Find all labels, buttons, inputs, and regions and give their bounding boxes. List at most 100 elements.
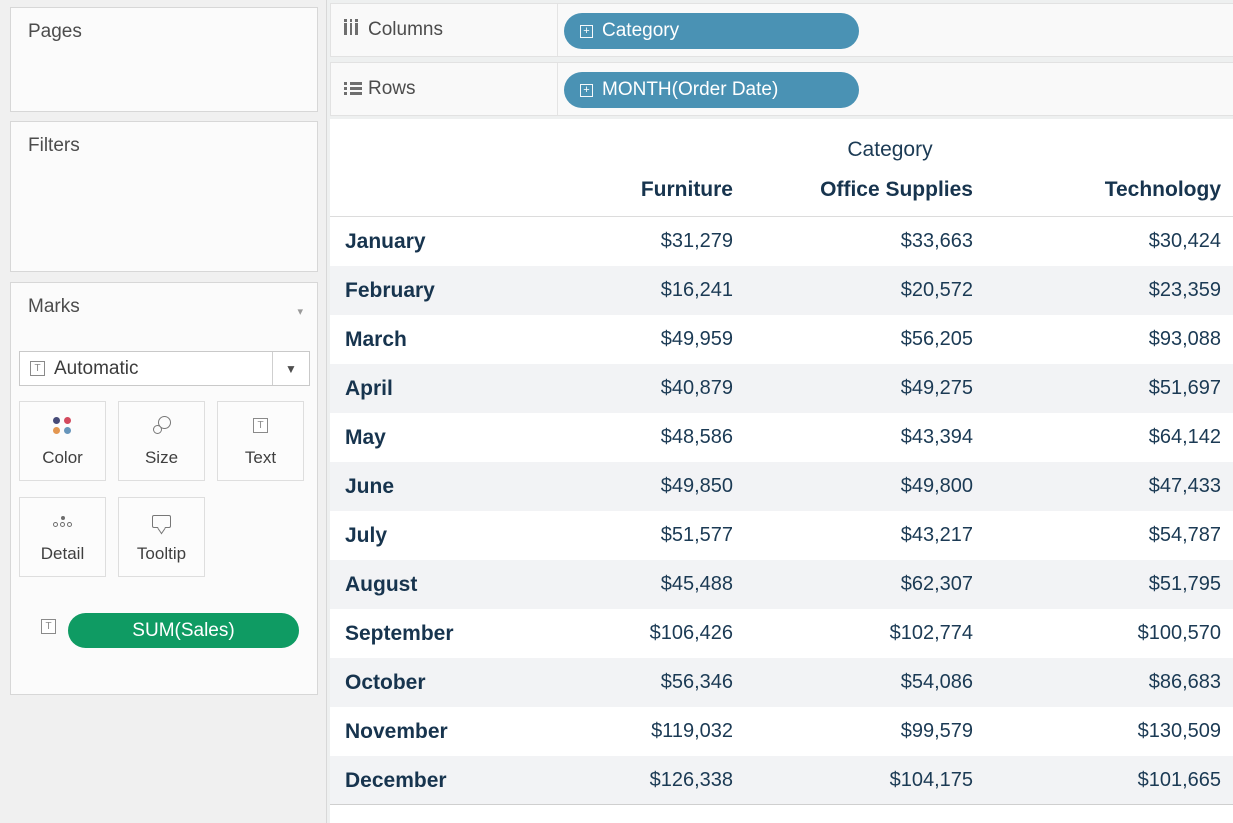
tooltip-button[interactable]: Tooltip	[118, 497, 205, 577]
value-cell[interactable]: $86,683	[1148, 671, 1221, 693]
value-cell[interactable]: $51,697	[1148, 377, 1221, 399]
tooltip-label: Tooltip	[136, 544, 187, 563]
color-icon	[20, 402, 105, 448]
columns-icon	[344, 19, 358, 35]
value-cell[interactable]: $101,665	[1137, 769, 1221, 791]
value-cell[interactable]: $104,175	[889, 769, 973, 791]
mark-type-dropdown[interactable]: T Automatic ▼	[19, 351, 310, 386]
value-cell[interactable]: $119,032	[651, 720, 733, 742]
value-cell[interactable]: $47,433	[1148, 475, 1221, 497]
month-order-date-pill[interactable]: + MONTH(Order Date)	[564, 72, 859, 108]
marks-card: Marks ▾ T Automatic ▼ Color Size T	[10, 282, 318, 695]
value-cell[interactable]: $43,217	[900, 524, 973, 546]
value-cell[interactable]: $62,307	[900, 573, 973, 595]
row-header-month[interactable]: October	[345, 671, 426, 694]
text-label: Text	[244, 448, 277, 467]
text-encoding-icon: T	[41, 619, 56, 634]
table-row: November $119,032 $99,579 $130,509	[330, 707, 1233, 756]
row-header-month[interactable]: April	[345, 377, 393, 400]
text-button[interactable]: T Text	[217, 401, 304, 481]
text-icon: T	[218, 402, 303, 448]
row-header-month[interactable]: September	[345, 622, 454, 645]
crosstab-view: Category Furniture Office Supplies Techn…	[330, 119, 1233, 823]
value-cell[interactable]: $49,275	[900, 377, 973, 399]
value-cell[interactable]: $54,787	[1148, 524, 1221, 546]
marks-collapse-icon[interactable]: ▾	[297, 306, 303, 318]
value-cell[interactable]: $51,795	[1148, 573, 1221, 595]
value-cell[interactable]: $93,088	[1148, 328, 1221, 350]
detail-button[interactable]: Detail	[19, 497, 106, 577]
table-row: May $48,586 $43,394 $64,142	[330, 413, 1233, 462]
color-label: Color	[42, 448, 83, 467]
month-order-date-pill-label: MONTH(Order Date)	[602, 79, 779, 100]
value-cell[interactable]: $56,346	[660, 671, 733, 693]
value-cell[interactable]: $31,279	[660, 230, 733, 252]
filters-shelf[interactable]: Filters	[10, 121, 318, 272]
columns-shelf-label: Columns	[368, 19, 443, 40]
row-header-month[interactable]: December	[345, 769, 447, 792]
table-row: April $40,879 $49,275 $51,697	[330, 364, 1233, 413]
value-cell[interactable]: $130,509	[1137, 720, 1221, 742]
pill-expand-icon[interactable]: +	[580, 24, 593, 38]
detail-icon	[20, 498, 105, 544]
row-header-month[interactable]: February	[345, 279, 435, 302]
value-cell[interactable]: $45,488	[660, 573, 733, 595]
value-cell[interactable]: $23,359	[1148, 279, 1221, 301]
value-cell[interactable]: $40,879	[660, 377, 733, 399]
column-header-furniture[interactable]: Furniture	[640, 178, 733, 201]
size-button[interactable]: Size	[118, 401, 205, 481]
value-cell[interactable]: $99,579	[900, 720, 973, 742]
category-pill[interactable]: + Category	[564, 13, 859, 49]
table-row: October $56,346 $54,086 $86,683	[330, 658, 1233, 707]
row-header-month[interactable]: June	[345, 475, 395, 498]
value-cell[interactable]: $49,850	[660, 475, 733, 497]
value-cell[interactable]: $54,086	[900, 671, 973, 693]
dropdown-arrow-icon[interactable]: ▼	[272, 352, 309, 385]
columns-shelf[interactable]: Columns + Category	[330, 3, 1233, 57]
rows-shelf-label: Rows	[368, 78, 416, 99]
size-label: Size	[144, 448, 179, 467]
value-cell[interactable]: $30,424	[1148, 230, 1221, 252]
column-headers-row: Furniture Office Supplies Technology	[330, 167, 1233, 217]
row-header-month[interactable]: July	[345, 524, 388, 547]
value-cell[interactable]: $49,800	[900, 475, 973, 497]
value-cell[interactable]: $20,572	[900, 279, 973, 301]
row-header-month[interactable]: March	[345, 328, 407, 351]
value-cell[interactable]: $102,774	[889, 622, 973, 644]
category-column-title[interactable]: Category	[847, 138, 933, 161]
table-row: August $45,488 $62,307 $51,795	[330, 560, 1233, 609]
value-cell[interactable]: $33,663	[900, 230, 973, 252]
value-cell[interactable]: $16,241	[660, 279, 733, 301]
table-row: July $51,577 $43,217 $54,787	[330, 511, 1233, 560]
column-header-technology[interactable]: Technology	[1104, 178, 1221, 201]
header-spacer	[330, 167, 560, 216]
value-cell[interactable]: $100,570	[1137, 622, 1221, 644]
value-cell[interactable]: $49,959	[660, 328, 733, 350]
value-cell[interactable]: $51,577	[660, 524, 733, 546]
shelf-divider	[557, 63, 558, 115]
value-cell[interactable]: $64,142	[1148, 426, 1221, 448]
sum-sales-pill[interactable]: SUM(Sales)	[68, 613, 299, 648]
row-header-month[interactable]: May	[345, 426, 386, 449]
value-cell[interactable]: $106,426	[649, 622, 733, 644]
value-cell[interactable]: $43,394	[900, 426, 973, 448]
row-header-month[interactable]: November	[345, 720, 448, 743]
pill-expand-icon[interactable]: +	[580, 83, 593, 97]
row-header-month[interactable]: January	[345, 230, 426, 253]
value-cell[interactable]: $48,586	[660, 426, 733, 448]
value-cell[interactable]: $126,338	[649, 769, 733, 791]
pages-shelf[interactable]: Pages	[10, 7, 318, 112]
column-header-office-supplies[interactable]: Office Supplies	[820, 178, 973, 201]
table-row: January $31,279 $33,663 $30,424	[330, 217, 1233, 266]
shelf-divider	[557, 4, 558, 56]
text-mark-icon: T	[30, 361, 45, 376]
row-header-month[interactable]: August	[345, 573, 418, 596]
sum-sales-pill-label: SUM(Sales)	[132, 619, 235, 641]
value-cell[interactable]: $56,205	[900, 328, 973, 350]
table-row: March $49,959 $56,205 $93,088	[330, 315, 1233, 364]
marks-title: Marks	[28, 296, 80, 317]
color-button[interactable]: Color	[19, 401, 106, 481]
crosstab-body: January $31,279 $33,663 $30,424 February $16,…	[330, 217, 1233, 805]
rows-shelf[interactable]: Rows + MONTH(Order Date)	[330, 62, 1233, 116]
